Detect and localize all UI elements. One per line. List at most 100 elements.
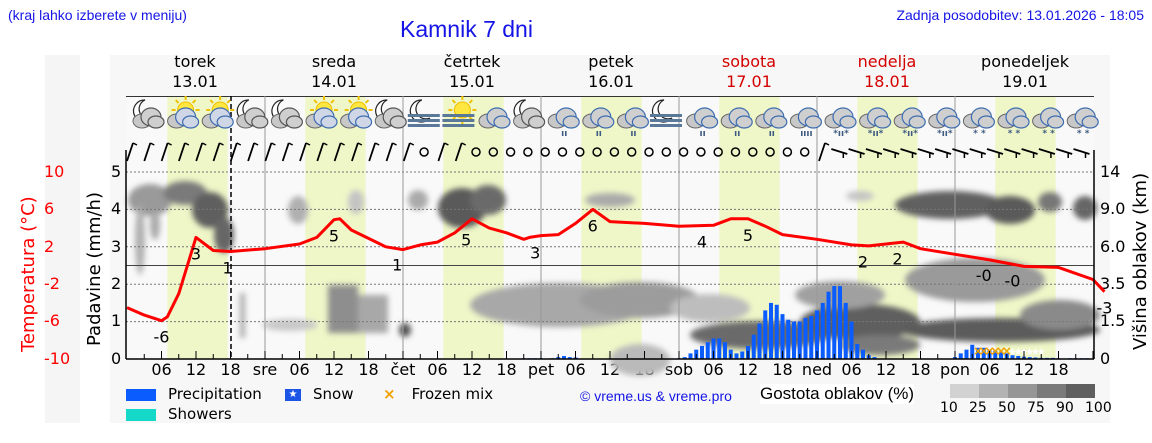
cloud-sleet-icon: *ıı* [928,107,961,139]
temperature-value-label: 5 [461,230,471,249]
svg-text:* *: * * [973,129,986,139]
precip-bar [849,321,854,359]
temperature-value-label: 3 [530,244,540,263]
wind-barb-icon [882,148,900,155]
temperature-value-label: 5 [329,227,339,246]
calm-wind-icon [609,147,620,157]
svg-text:ıı: ıı [734,129,740,139]
moon-cloud-icon [132,99,165,129]
precip-bar [861,349,865,359]
svg-text:*ıı*: *ıı* [902,129,918,139]
temperature-value-label: 1 [223,258,233,277]
wind-barb-icon [264,142,273,162]
svg-text:* *: * * [1042,129,1055,139]
precip-bar [751,334,756,359]
moon-fog-icon [650,99,682,127]
density-tick-label: 75 [1027,400,1045,416]
wind-barb-icon [160,142,169,162]
credit-link[interactable]: © vreme.us & vreme.pro [580,388,732,404]
axis-tick-label: 5 [111,162,122,181]
legend-precipitation: Precipitation [126,385,262,403]
precip-bar [993,350,998,359]
time-tick-label: 12 [875,360,897,379]
cloud-rain-icon: ıı [755,107,788,139]
day-date: 18.01 [864,72,910,91]
wind-barb-icon [402,142,411,162]
wind-barb-icon [229,142,238,162]
svg-text:* *: * * [1077,129,1090,139]
wind-barb-icon [143,142,152,162]
time-tick-label: ned [801,360,833,379]
frozen-mix-x-icon: × [383,385,396,403]
cloud-icon [478,107,511,129]
last-updated: Zadnja posodobitev: 13.01.2026 - 18:05 [896,7,1144,23]
wind-barb-icon [831,148,848,155]
precip-bar [809,315,814,359]
sun-cloud-icon [201,96,235,129]
wind-barb-icon [1004,148,1021,155]
sun-fog-icon [442,96,477,127]
density-swatch [950,384,979,398]
sun-cloud-icon [167,96,200,129]
calm-wind-icon [592,147,602,157]
time-tick-label: 12 [323,360,345,379]
frozen-mix-marker: × [996,344,1006,358]
moon-cloud-icon [236,99,269,129]
time-tick-label: 06 [565,360,586,379]
snow-marker: ★ [1014,347,1023,358]
time-tick-label: 06 [703,360,724,379]
precip-bar [820,302,825,359]
density-tick-label: 100 [1085,400,1112,416]
calm-wind-icon [488,147,499,157]
svg-text:*ıı*: *ıı* [868,129,884,139]
day-date: 14.01 [311,72,357,91]
day-name: sobota [721,52,777,71]
day-date: 13.01 [172,72,218,91]
precip-bar [981,347,986,359]
precip-bar [815,310,819,359]
wind-barb-icon [1038,148,1056,155]
precip-bar [999,351,1003,359]
precip-bar [1010,355,1015,359]
precip-bar [688,353,693,359]
precip-bar [958,353,963,359]
precip-bar [872,357,877,359]
cloud-rain-icon: ıı [547,107,580,139]
precip-bar [838,286,842,359]
day-label-3: petek 16.01 [551,52,671,92]
wind-barb-icon [178,142,186,162]
temperature-axis-panel [45,55,80,423]
snow-marker: ★ [1025,347,1034,358]
wind-barb-icon [368,142,377,162]
day-name: sreda [311,52,357,71]
time-tick-label: 18 [496,360,517,379]
moon-cloud-icon [270,99,303,129]
wind-barbs-row [126,142,1090,162]
page-title: Kamnik 7 dni [400,16,533,42]
axis-tick-label: 4 [111,199,122,218]
day-date: 16.01 [588,72,634,91]
axis-tick-label: 0 [1100,349,1111,368]
svg-text:ıı: ıı [769,129,775,139]
legend-frozen-mix: × Frozen mix [383,385,494,403]
precip-bar [711,338,716,359]
day-label-2: četrtek 15.01 [412,52,532,92]
axis-tick-label: 6.0 [1100,237,1126,256]
cloud-rain-icon: ıı [582,107,615,139]
axis-tick-label: 6 [44,199,55,218]
wind-barb-icon [1021,148,1038,155]
cloud-snow-icon: * * [997,107,1030,139]
calm-wind-icon [540,147,550,157]
svg-text:* *: * * [1008,129,1021,139]
calm-wind-icon [661,147,672,157]
axis-tick-label: 9.0 [1100,199,1126,218]
time-tick-label: pon [939,360,971,379]
precip-bar [1016,356,1021,359]
time-tick-label: sre [252,360,278,379]
axis-tick-label: 3 [111,237,122,256]
temperature-value-label: 2 [858,253,868,272]
day-name: četrtek [443,52,501,71]
wind-barb-icon [900,148,917,155]
precip-bar [786,319,791,359]
